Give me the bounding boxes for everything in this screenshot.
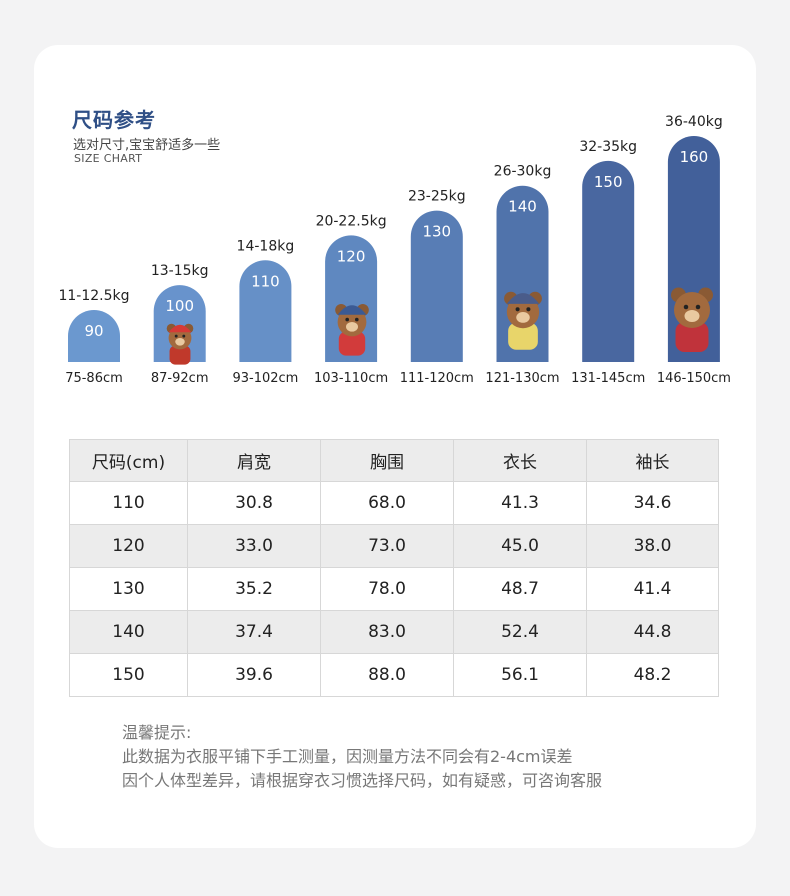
height-range-label: 121-130cm	[485, 371, 559, 386]
notes-heading: 温馨提示:	[122, 723, 192, 742]
table-cell: 52.4	[453, 610, 587, 654]
height-range-label: 87-92cm	[151, 371, 209, 386]
weight-label: 26-30kg	[494, 164, 552, 180]
size-label: 100	[165, 297, 194, 315]
notes: 温馨提示: 此数据为衣服平铺下手工测量，因测量方法不同会有2-4cm误差 因个人…	[122, 721, 602, 793]
size-bar	[325, 235, 378, 362]
height-range-label: 75-86cm	[65, 371, 123, 386]
height-range-label: 103-110cm	[314, 371, 388, 386]
table-row: 110 30.8 68.0 41.3 34.6	[69, 481, 719, 525]
height-range-label: 93-102cm	[232, 371, 298, 386]
table-cell: 56.1	[453, 653, 587, 697]
size-bar	[68, 310, 120, 362]
weight-label: 32-35kg	[579, 139, 637, 155]
table-row: 150 39.6 88.0 56.1 48.2	[69, 653, 719, 697]
table-cell: 73.0	[320, 524, 454, 568]
bear-mascot-icon	[166, 323, 194, 365]
table-cell: 33.0	[187, 524, 321, 568]
size-table: 尺码(cm) 肩宽 胸围 衣长 袖长 110 30.8 68.0 41.3 34…	[69, 439, 719, 697]
size-bar	[239, 260, 292, 362]
height-range-label: 131-145cm	[571, 371, 645, 386]
table-cell: 45.0	[453, 524, 587, 568]
weight-label: 13-15kg	[151, 263, 209, 279]
table-cell: 39.6	[187, 653, 321, 697]
notes-line-1: 此数据为衣服平铺下手工测量，因测量方法不同会有2-4cm误差	[122, 747, 573, 766]
table-cell: 150	[69, 653, 188, 697]
header-length: 衣长	[453, 439, 587, 482]
table-row: 140 37.4 83.0 52.4 44.8	[69, 610, 719, 654]
size-chart-tagline: SIZE CHART	[74, 152, 143, 165]
table-cell: 34.6	[586, 481, 719, 525]
table-cell: 130	[69, 567, 188, 611]
table-cell: 38.0	[586, 524, 719, 568]
table-row: 120 33.0 73.0 45.0 38.0	[69, 524, 719, 568]
size-label: 120	[337, 247, 366, 265]
table-cell: 48.2	[586, 653, 719, 697]
page-subtitle: 选对尺寸,宝宝舒适多一些	[73, 138, 221, 153]
bear-mascot-icon	[504, 291, 542, 350]
table-cell: 41.3	[453, 481, 587, 525]
size-label: 160	[680, 148, 709, 166]
table-cell: 78.0	[320, 567, 454, 611]
size-label: 150	[594, 173, 623, 191]
header-chest: 胸围	[320, 439, 454, 482]
weight-label: 11-12.5kg	[58, 288, 129, 304]
table-header-row: 尺码(cm) 肩宽 胸围 衣长 袖长	[69, 439, 719, 482]
height-range-label: 146-150cm	[657, 371, 731, 386]
table-cell: 30.8	[187, 481, 321, 525]
table-cell: 140	[69, 610, 188, 654]
bear-mascot-icon	[671, 287, 713, 352]
table-cell: 37.4	[187, 610, 321, 654]
size-label: 140	[508, 198, 537, 216]
table-cell: 110	[69, 481, 188, 525]
size-chart: 90 11-12.5kg 75-86cm 100 13-15kg 87-92cm 110 14…	[58, 114, 731, 386]
weight-label: 20-22.5kg	[316, 213, 387, 229]
weight-label: 36-40kg	[665, 114, 723, 130]
size-bar	[410, 210, 463, 362]
bear-mascot-icon	[335, 304, 369, 356]
size-label: 90	[84, 322, 103, 340]
table-cell: 83.0	[320, 610, 454, 654]
size-bar	[153, 285, 206, 362]
header-sleeve: 袖长	[586, 439, 719, 482]
size-label: 110	[251, 272, 280, 290]
notes-line-2: 因个人体型差异，请根据穿衣习惯选择尺码，如有疑惑，可咨询客服	[122, 771, 603, 790]
table-cell: 68.0	[320, 481, 454, 525]
table-cell: 120	[69, 524, 188, 568]
table-cell: 41.4	[586, 567, 719, 611]
header-shoulder: 肩宽	[187, 439, 321, 482]
table-cell: 35.2	[187, 567, 321, 611]
size-bar	[582, 160, 635, 362]
table-cell: 44.8	[586, 610, 719, 654]
table-cell: 48.7	[453, 567, 587, 611]
size-label: 130	[422, 223, 451, 241]
header-size: 尺码(cm)	[69, 439, 188, 482]
table-row: 130 35.2 78.0 48.7 41.4	[69, 567, 719, 611]
page-title: 尺码参考	[72, 108, 156, 132]
weight-label: 23-25kg	[408, 189, 466, 205]
height-range-label: 111-120cm	[400, 371, 474, 386]
weight-label: 14-18kg	[237, 238, 295, 254]
table-cell: 88.0	[320, 653, 454, 697]
